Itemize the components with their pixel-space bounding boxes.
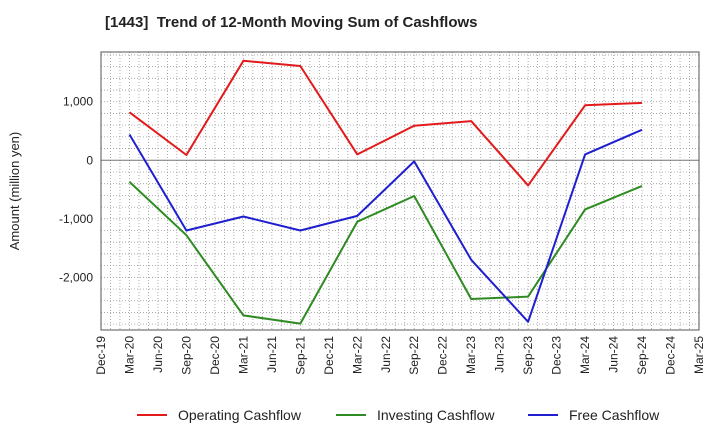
x-tick-label: Mar-24: [578, 336, 592, 374]
x-tick-label: Sep-21: [293, 336, 307, 375]
y-tick-label: 0: [86, 153, 93, 167]
x-tick-label: Sep-23: [521, 336, 535, 375]
series-line-investing-cashflow: [128, 181, 643, 325]
x-tick-label: Sep-20: [179, 336, 193, 375]
legend-label: Free Cashflow: [569, 407, 660, 423]
x-tick-label: Jun-21: [265, 336, 279, 373]
x-tick-label: Mar-21: [236, 336, 250, 374]
x-tick-label: Sep-22: [407, 336, 421, 375]
y-tick-label: -1,000: [59, 212, 93, 226]
series-layer: [128, 59, 643, 325]
x-tick-label: Mar-23: [464, 336, 478, 374]
x-tick-label: Jun-24: [607, 336, 621, 373]
x-tick-label: Jun-22: [379, 336, 393, 373]
legend-label: Operating Cashflow: [178, 407, 302, 423]
legend-label: Investing Cashflow: [377, 407, 495, 423]
x-tick-label: Dec-24: [664, 336, 678, 375]
x-tick-label: Jun-23: [493, 336, 507, 373]
x-tick-label: Jun-20: [151, 336, 165, 373]
plot-frame: [100, 51, 700, 331]
series-line-free-cashflow: [128, 128, 643, 323]
y-tick-label: 1,000: [63, 95, 93, 109]
x-tick-label: Dec-19: [94, 336, 108, 375]
x-tick-labels: Dec-19 Mar-20 Jun-20 Sep-20 Dec-20 Mar-21 Jun-…: [94, 336, 706, 375]
y-tick-labels: 1,000 0 -1,000 -2,000: [59, 95, 93, 285]
x-tick-label: Sep-24: [635, 336, 649, 375]
chart-title: [1443] Trend of 12-Month Moving Sum of C…: [105, 14, 478, 31]
x-tick-label: Mar-22: [350, 336, 364, 374]
x-tick-label: Dec-22: [436, 336, 450, 375]
x-tick-label: Mar-25: [692, 336, 706, 374]
legend: Operating Cashflow Investing Cashflow Free…: [137, 407, 660, 423]
series-line-operating-cashflow: [128, 59, 643, 187]
y-axis-label: Amount (million yen): [7, 132, 22, 251]
x-tick-label: Dec-23: [550, 336, 564, 375]
grid-lines: [101, 52, 699, 330]
y-tick-label: -2,000: [59, 270, 93, 284]
x-tick-label: Dec-20: [208, 336, 222, 375]
x-tick-label: Dec-21: [322, 336, 336, 375]
x-tick-label: Mar-20: [122, 336, 136, 374]
